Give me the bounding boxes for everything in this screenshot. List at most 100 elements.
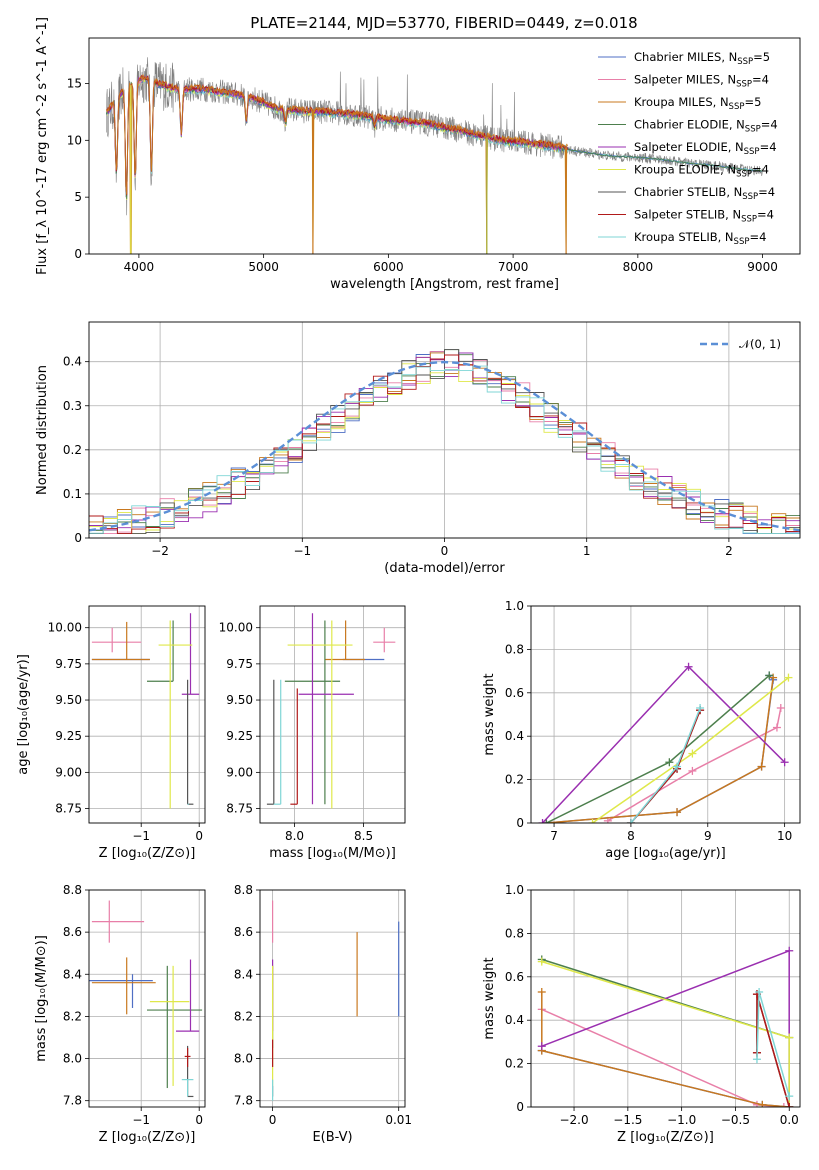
axes-frame <box>88 37 801 255</box>
mass-weight-marker <box>665 758 674 767</box>
mass-weight-marker <box>688 766 697 775</box>
x-tick-label: 0 <box>269 1113 277 1127</box>
y-tick-label: 0.4 <box>63 355 82 369</box>
legend-label: Kroupa STELIB, NSSP=4 <box>634 230 766 247</box>
y-tick-label: 0.3 <box>63 399 82 413</box>
errorbar-point-3 <box>147 965 203 1089</box>
y-tick-label: 0.6 <box>505 970 524 984</box>
y-tick-label: 8.8 <box>234 883 253 897</box>
plot-area-residuals <box>89 349 800 535</box>
mass-weight-line-5 <box>541 960 790 1107</box>
x-tick-label: 10 <box>777 829 792 843</box>
y-tick-label: 9.50 <box>226 693 253 707</box>
gaussian-legend-label: 𝒩(0, 1) <box>739 337 781 351</box>
mass-weight-marker <box>772 723 781 732</box>
mass-weight-marker <box>785 1092 794 1101</box>
mass-weight-marker <box>684 662 693 671</box>
mass-weight-marker <box>776 703 785 712</box>
y-tick-label: 1.0 <box>505 599 524 613</box>
x-axis-label: wavelength [Angstrom, rest frame] <box>330 277 559 292</box>
y-tick-label: 0.8 <box>505 926 524 940</box>
errorbar-point-8 <box>181 1079 194 1097</box>
axes-frame <box>88 889 206 1108</box>
mass-weight-marker <box>696 703 705 712</box>
figure-title: PLATE=2144, MJD=53770, FIBERID=0449, z=0… <box>250 14 637 32</box>
errorbar-point-2 <box>91 621 150 661</box>
mass-weight-marker <box>588 819 597 823</box>
y-axis-label: mass [log₁₀(M/M⊙)] <box>34 935 49 1062</box>
y-tick-label: 0 <box>516 816 524 830</box>
y-tick-label: 9.25 <box>226 729 253 743</box>
legend-label: Salpeter STELIB, NSSP=4 <box>634 208 774 225</box>
x-tick-label: 5000 <box>248 260 279 274</box>
y-tick-label: 0.6 <box>505 686 524 700</box>
y-tick-label: 9.00 <box>55 765 82 779</box>
y-tick-label: 0.2 <box>505 1057 524 1071</box>
axes-frame <box>259 889 406 1108</box>
panel-spectrum: 4000 5000 6000 7000 8000 9000 0 5 10 15 wavelength… <box>35 17 801 292</box>
plot-area-mass-vs-EBV <box>272 900 400 1101</box>
y-tick-label: 8.6 <box>63 925 82 939</box>
mass-weight-marker <box>757 762 766 771</box>
y-tick-label: 9.25 <box>55 729 82 743</box>
panel-massweight-vs-age: 7 8 9 10 0 0.2 0.4 0.6 0.8 1.0 age [log₁₀(age/yr)]… <box>482 599 801 861</box>
plot-area-age-vs-Z <box>91 613 200 809</box>
legend-label: Chabrier MILES, NSSP=5 <box>634 50 770 67</box>
y-tick-label: 9.75 <box>55 657 82 671</box>
errorbar-point-1 <box>91 900 145 943</box>
x-tick-label: 8.5 <box>354 829 373 843</box>
y-tick-label: 8.0 <box>63 1052 82 1066</box>
y-tick-label: 5 <box>74 190 82 204</box>
mass-weight-marker <box>755 987 764 996</box>
x-tick-label: 0.0 <box>780 1113 799 1127</box>
x-tick-label: −1 <box>293 544 311 558</box>
y-tick-label: 10 <box>67 133 82 147</box>
plot-area-massweight-vs-age <box>538 662 793 823</box>
mass-weight-line-2 <box>541 992 790 1107</box>
x-axis-label: E(B-V) <box>312 1130 352 1145</box>
errorbar-point-1 <box>91 627 142 653</box>
x-tick-label: −2.0 <box>559 1113 588 1127</box>
mass-weight-marker <box>785 1103 794 1107</box>
y-axis-label: mass weight <box>482 673 497 755</box>
errorbar-point-6 <box>187 1045 194 1098</box>
x-tick-label: 0.01 <box>385 1113 412 1127</box>
mass-weight-line-8 <box>756 991 790 1097</box>
mass-weight-line-7 <box>756 993 790 1107</box>
x-axis-label: mass [log₁₀(M/M⊙)] <box>269 846 396 861</box>
panel-residuals: −2 −1 0 1 2 0 0.1 0.2 0.3 0.4 (data-model)/error No… <box>35 321 801 576</box>
x-tick-label: 0 <box>195 1113 203 1127</box>
y-tick-label: 0 <box>74 247 82 261</box>
y-tick-label: 1.0 <box>505 883 524 897</box>
axes-frame <box>530 889 801 1108</box>
errorbar-point-4 <box>176 959 200 1032</box>
y-tick-label: 10.00 <box>48 621 82 635</box>
y-tick-label: 8.8 <box>63 883 82 897</box>
x-tick-label: 2 <box>725 544 733 558</box>
y-tick-label: 9.75 <box>226 657 253 671</box>
y-tick-label: 7.8 <box>63 1094 82 1108</box>
y-tick-label: 7.8 <box>234 1094 253 1108</box>
model-spectrum-line-2 <box>106 74 568 254</box>
mass-weight-marker <box>537 987 546 996</box>
y-tick-label: 8.75 <box>55 802 82 816</box>
x-tick-label: −1 <box>132 1113 150 1127</box>
legend-label: Salpeter ELODIE, NSSP=4 <box>634 140 777 157</box>
axes-frame <box>88 605 206 824</box>
errorbar-point-7 <box>184 1048 191 1067</box>
y-tick-label: 0.4 <box>505 1013 524 1027</box>
x-tick-label: −1.5 <box>613 1113 642 1127</box>
legend-label: Kroupa ELODIE, NSSP=4 <box>634 163 769 180</box>
y-tick-label: 0.4 <box>505 729 524 743</box>
errorbar-point-6 <box>187 679 194 805</box>
y-axis-label: Flux [f_λ 10^-17 erg cm^-2 s^-1 A^-1] <box>35 17 50 275</box>
x-axis-label: Z [log₁₀(Z/Z⊙)] <box>99 1130 196 1145</box>
mass-weight-marker <box>765 671 774 680</box>
y-tick-label: 15 <box>67 76 82 90</box>
y-tick-label: 0.2 <box>505 773 524 787</box>
x-tick-label: 8000 <box>623 260 654 274</box>
errorbar-point-5 <box>158 620 193 809</box>
x-tick-label: 6000 <box>373 260 404 274</box>
axes-frame <box>88 321 801 539</box>
